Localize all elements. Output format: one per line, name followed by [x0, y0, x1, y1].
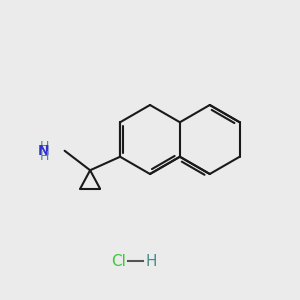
Text: H: H [40, 140, 50, 153]
Text: Cl: Cl [111, 254, 126, 268]
Text: N: N [38, 144, 49, 158]
Text: H: H [146, 254, 157, 268]
Text: H: H [40, 150, 50, 163]
